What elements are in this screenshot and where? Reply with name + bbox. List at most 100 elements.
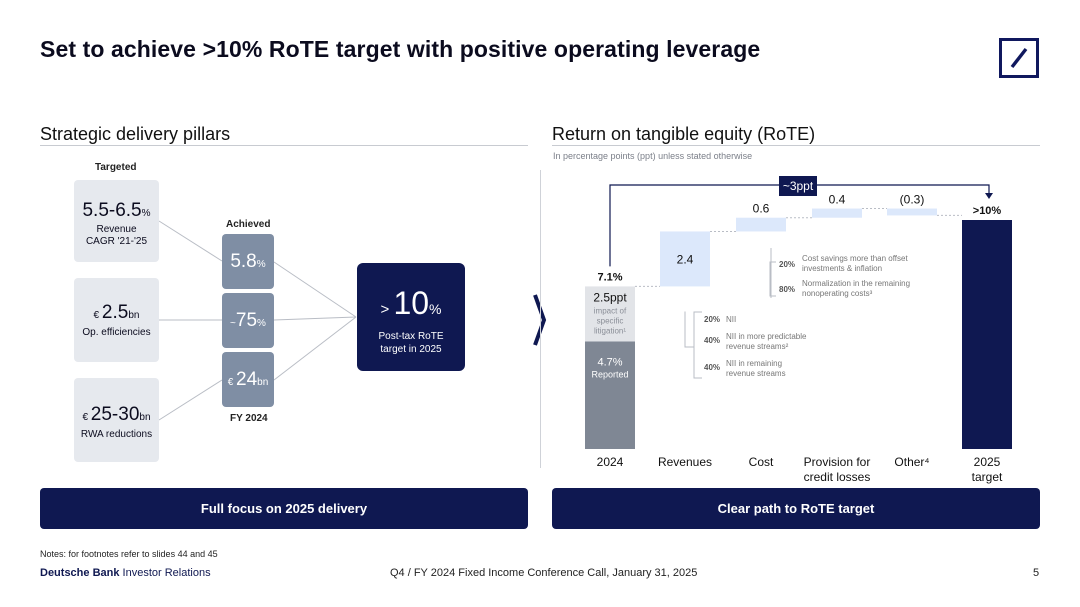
x-tick-label: credit losses: [804, 470, 871, 484]
footer-brand-rest: Investor Relations: [119, 567, 211, 579]
fy-2024-label: FY 2024: [230, 413, 268, 424]
section-divider: [540, 170, 541, 468]
left-banner: Full focus on 2025 delivery: [40, 488, 528, 529]
target-unit: bn: [139, 412, 151, 423]
page-number: 5: [1033, 567, 1040, 579]
right-section-rule: [552, 145, 1040, 146]
litigation-sublabel: litigation¹: [594, 326, 626, 335]
target-value: 10: [393, 285, 430, 321]
left-section-rule: [40, 145, 528, 146]
litigation-label: 2.5ppt: [593, 290, 627, 304]
revenue-breakdown-text: revenue streams²: [726, 342, 789, 351]
achieved-prefix: €: [227, 377, 237, 388]
achieved-prefix: ~: [230, 318, 236, 329]
x-tick-label: Revenues: [658, 455, 712, 469]
footer-event: Q4 / FY 2024 Fixed Income Conference Cal…: [390, 567, 698, 579]
bar-2024-reported: [585, 341, 635, 449]
bar-label-2: 0.6: [753, 202, 770, 216]
bar-label-3: 0.4: [829, 193, 846, 207]
achieved-unit: %: [257, 318, 266, 329]
x-tick-label: target: [972, 470, 1003, 484]
bracket-label: ~3ppt: [783, 179, 814, 193]
bracket-label-box: [779, 176, 817, 196]
footnote: Notes: for footnotes refer to slides 44 …: [40, 549, 218, 559]
footer-brand-bold: Deutsche Bank: [40, 567, 120, 579]
bar-2024-litigation: [585, 286, 635, 342]
cost-breakdown-pct: 80%: [779, 285, 795, 294]
reported-sublabel: Reported: [591, 369, 628, 379]
target-label: RWA reductions: [80, 429, 153, 440]
deutsche-bank-logo-icon: [999, 38, 1039, 78]
target-value: 5.5-6.5: [82, 200, 142, 221]
target-unit: bn: [128, 310, 140, 321]
bar-label-4: (0.3): [900, 193, 925, 207]
cost-breakdown-text: nonoperating costs³: [802, 289, 873, 298]
page-title: Set to achieve >10% RoTE target with pos…: [40, 36, 761, 62]
achieved-unit: %: [256, 259, 266, 270]
x-tick-label: 2025: [974, 455, 1001, 469]
target-label: Revenue CAGR '21-'25: [85, 224, 148, 247]
right-section-title: Return on tangible equity (RoTE): [552, 124, 816, 144]
target-label: Op. efficiencies: [82, 327, 151, 338]
target-value: 25-30: [90, 404, 140, 425]
x-tick-label: 2024: [597, 455, 624, 469]
target-box-revenue-cagr: 5.5-6.5% Revenue CAGR '21-'25: [74, 180, 159, 262]
cost-breakdown-text: investments & inflation: [802, 264, 882, 273]
target-value: 2.5: [101, 302, 129, 323]
target-prefix: €: [93, 310, 102, 321]
target-prefix: €: [82, 412, 91, 423]
revenue-breakdown-pct: 40%: [704, 336, 720, 345]
cost-breakdown-pct: 20%: [779, 260, 795, 269]
achieved-box-revenue: 5.8%: [222, 234, 274, 289]
revenue-breakdown-pct: 20%: [704, 315, 720, 324]
cost-breakdown-brace: [769, 261, 776, 297]
revenue-breakdown-bracket: [684, 311, 694, 348]
target-box-rwa-reductions: € 25-30bn RWA reductions: [74, 378, 159, 462]
bar-revenues: [660, 231, 710, 287]
arrow-down-icon: [985, 193, 993, 199]
bar-2025-target: [962, 220, 1012, 449]
cost-breakdown-text: Normalization in the remaining: [802, 279, 910, 288]
achieved-value: 24: [236, 369, 258, 390]
litigation-sublabel: specific: [597, 316, 624, 325]
rote-target-box: > 10% Post-tax RoTE target in 2025: [357, 263, 465, 371]
cost-breakdown-text: Cost savings more than offset: [802, 254, 908, 263]
revenue-breakdown-text: NII in remaining: [726, 359, 782, 368]
pillar-connectors: [158, 220, 357, 421]
revenue-breakdown-text: revenue streams: [726, 369, 786, 378]
x-tick-label: Other⁴: [894, 455, 929, 469]
revenue-breakdown-text: NII in more predictable: [726, 332, 807, 341]
x-tick-label: Provision for: [804, 455, 871, 469]
x-tick-label: Cost: [749, 455, 774, 469]
reported-label: 4.7%: [597, 356, 622, 368]
achieved-heading: Achieved: [226, 219, 271, 230]
target-prefix: >: [380, 301, 394, 318]
bar-label-2025: >10%: [973, 205, 1002, 217]
revenue-breakdown-text: NII: [726, 315, 736, 324]
revenue-breakdown-pct: 40%: [704, 363, 720, 372]
litigation-sublabel: impact of: [594, 306, 627, 315]
right-banner: Clear path to RoTE target: [552, 488, 1040, 529]
revenue-breakdown-brace: [693, 311, 702, 379]
chevron-right-icon: [533, 294, 547, 346]
bar-provision-for-credit-losses: [812, 208, 862, 218]
target-line2: target in 2025: [380, 344, 442, 355]
bar-label-1: 2.4: [677, 252, 694, 266]
bar-cost: [736, 217, 786, 232]
achieved-box-rwa: € 24bn: [222, 352, 274, 407]
target-unit: %: [141, 208, 151, 219]
achieved-unit: bn: [257, 377, 269, 388]
achieved-value: 75: [235, 310, 258, 331]
targeted-heading: Targeted: [95, 162, 137, 173]
bar-other-: [887, 208, 937, 216]
achieved-box-efficiencies: ~75%: [222, 293, 274, 348]
chart-subtitle: In percentage points (ppt) unless stated…: [553, 151, 753, 161]
target-unit: %: [429, 301, 442, 317]
footer-brand: Deutsche Bank Investor Relations: [40, 567, 211, 579]
left-section-title: Strategic delivery pillars: [40, 124, 231, 144]
bar-label-2024: 7.1%: [597, 271, 622, 283]
achieved-value: 5.8: [230, 251, 257, 272]
target-box-op-efficiencies: € 2.5bn Op. efficiencies: [74, 278, 159, 362]
target-line1: Post-tax RoTE: [378, 331, 444, 342]
